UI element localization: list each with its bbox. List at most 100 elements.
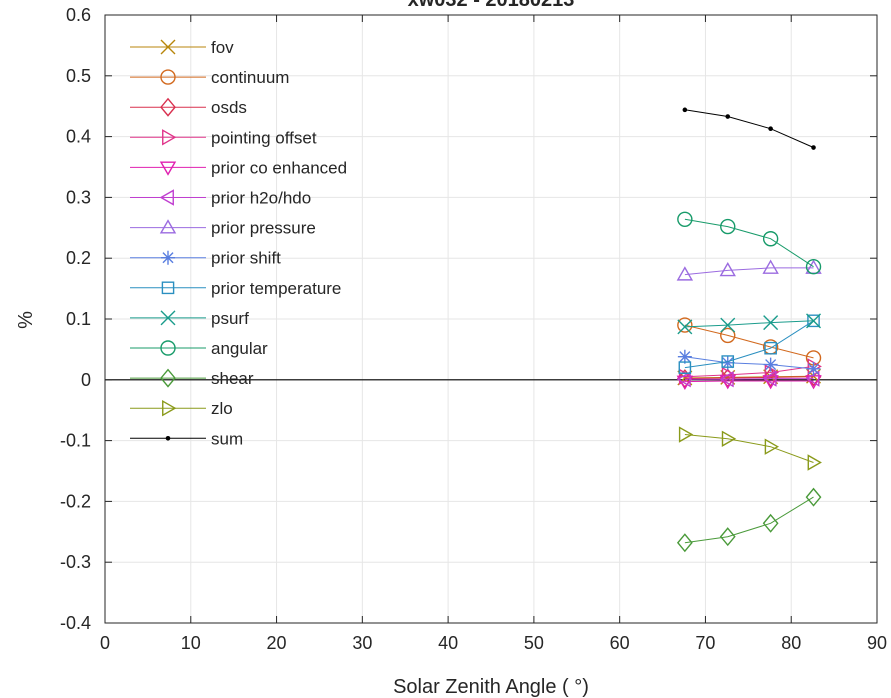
- ticks: 0 10 20 30 40 50 60 70 80 90 -0.4 -0.3 -0.2 -0.1 0 0.1 0…: [60, 5, 887, 653]
- series-line: [684, 496, 814, 544]
- marker-x: [160, 310, 176, 326]
- series-line: [684, 324, 814, 359]
- marker-dot: [165, 436, 171, 441]
- legend-item: prior h2o/hdo: [130, 189, 311, 208]
- marker-dot: [768, 126, 773, 131]
- legend-label: psurf: [211, 309, 249, 328]
- chart-title: xw032 - 20180213: [408, 0, 575, 11]
- legend-item: prior temperature: [130, 279, 341, 298]
- legend: fov continuum osds pointing offset prior co …: [130, 38, 347, 448]
- marker-square: [161, 281, 175, 295]
- marker-circle: [160, 69, 176, 85]
- legend-label: zlo: [211, 399, 233, 418]
- series-prior-co-enhanced: [676, 375, 822, 391]
- marker-circle: [720, 327, 736, 344]
- legend-label: osds: [211, 98, 247, 117]
- marker-triangle-right: [721, 366, 737, 384]
- marker-asterisk: [720, 355, 735, 370]
- marker-triangle-right: [162, 129, 177, 146]
- legend-item: prior pressure: [130, 219, 316, 238]
- marker-triangle-up: [719, 261, 736, 277]
- y-tick-label: 0.6: [66, 5, 91, 25]
- x-tick-label: 20: [267, 633, 287, 653]
- marker-diamond: [762, 513, 779, 533]
- marker-triangle-down: [159, 161, 177, 176]
- marker-triangle-right: [807, 454, 822, 471]
- marker-triangle-down: [762, 375, 779, 390]
- series-line: [684, 356, 814, 370]
- marker-triangle-left: [762, 370, 777, 387]
- series-zlo: [678, 426, 822, 471]
- marker-asterisk: [161, 250, 175, 265]
- legend-label: sum: [211, 429, 243, 448]
- marker-triangle-right: [162, 399, 177, 417]
- marker-x: [677, 319, 693, 335]
- marker-triangle-right: [721, 430, 737, 447]
- legend-label: prior pressure: [211, 219, 316, 238]
- marker-circle: [160, 340, 176, 356]
- marker-dot: [725, 114, 731, 119]
- legend-item: prior shift: [130, 249, 281, 268]
- y-tick-label: 0.2: [66, 248, 91, 268]
- marker-x: [720, 317, 736, 333]
- series-prior-temperature: [678, 314, 820, 374]
- series-line: [684, 376, 814, 380]
- legend-item: osds: [130, 97, 247, 117]
- series-prior-shift: [677, 349, 821, 376]
- marker-circle: [805, 259, 822, 275]
- legend-item: continuum: [130, 68, 289, 87]
- series-psurf: [677, 313, 822, 335]
- marker-triangle-up: [762, 259, 779, 274]
- marker-circle: [677, 211, 693, 227]
- marker-triangle-left: [719, 370, 734, 388]
- marker-x: [806, 313, 822, 329]
- legend-item: shear: [130, 368, 254, 388]
- series-line: [684, 320, 814, 328]
- x-tick-label: 30: [352, 633, 372, 653]
- y-tick-label: -0.3: [60, 552, 91, 572]
- series-prior-h2o-hdo: [676, 370, 820, 388]
- y-axis-title: %: [15, 311, 37, 329]
- series-sum: [682, 107, 816, 150]
- legend-label: prior temperature: [211, 279, 341, 298]
- marker-asterisk: [806, 361, 821, 376]
- series-line: [684, 434, 814, 463]
- y-tick-label: 0.4: [66, 127, 91, 147]
- marker-asterisk: [763, 357, 778, 372]
- marker-x: [160, 39, 176, 55]
- marker-diamond: [160, 368, 176, 388]
- x-axis-title: Solar Zenith Angle ( °): [393, 676, 589, 698]
- x-tick-label: 70: [695, 633, 715, 653]
- marker-diamond: [160, 97, 176, 117]
- x-tick-label: 10: [181, 633, 201, 653]
- marker-asterisk: [677, 349, 692, 364]
- y-tick-label: 0.1: [66, 309, 91, 329]
- marker-circle: [720, 218, 736, 235]
- marker-diamond: [805, 487, 822, 507]
- legend-label: prior co enhanced: [211, 158, 347, 177]
- legend-label: continuum: [211, 68, 289, 87]
- y-tick-label: -0.2: [60, 491, 91, 511]
- legend-item: psurf: [130, 309, 249, 328]
- x-tick-label: 40: [438, 633, 458, 653]
- marker-square: [678, 361, 692, 374]
- legend-item: prior co enhanced: [130, 158, 347, 177]
- marker-triangle-down: [676, 375, 694, 391]
- x-tick-label: 50: [524, 633, 544, 653]
- legend-item: pointing offset: [130, 128, 317, 147]
- legend-label: pointing offset: [211, 128, 317, 147]
- marker-circle: [677, 317, 693, 333]
- marker-diamond: [719, 527, 736, 547]
- marker-triangle-left: [676, 370, 691, 388]
- marker-square: [721, 355, 735, 368]
- series-layer: [676, 107, 822, 553]
- legend-label: prior h2o/hdo: [211, 189, 311, 208]
- series-line: [684, 378, 814, 380]
- x-tick-label: 90: [867, 633, 887, 653]
- series-line: [684, 375, 814, 379]
- series-shear: [676, 487, 822, 553]
- legend-label: fov: [211, 38, 234, 57]
- series-line: [684, 218, 814, 268]
- legend-label: angular: [211, 339, 268, 358]
